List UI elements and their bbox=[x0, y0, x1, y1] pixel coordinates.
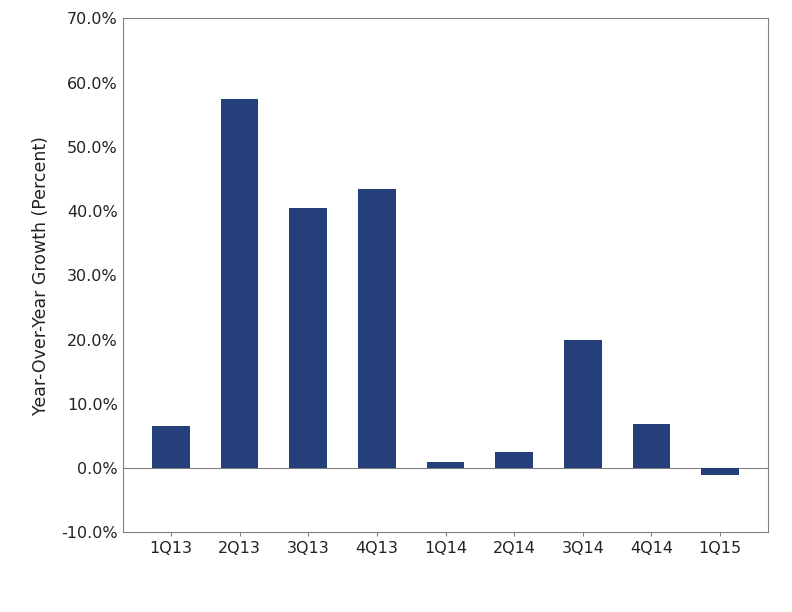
Bar bbox=[358, 188, 396, 468]
Bar bbox=[564, 340, 602, 468]
Bar bbox=[701, 468, 739, 475]
Bar bbox=[633, 425, 670, 468]
Bar bbox=[427, 462, 464, 468]
Bar bbox=[152, 427, 190, 468]
Bar bbox=[495, 452, 533, 468]
Bar bbox=[221, 99, 258, 468]
Y-axis label: Year-Over-Year Growth (Percent): Year-Over-Year Growth (Percent) bbox=[32, 136, 50, 415]
Bar bbox=[289, 208, 327, 468]
